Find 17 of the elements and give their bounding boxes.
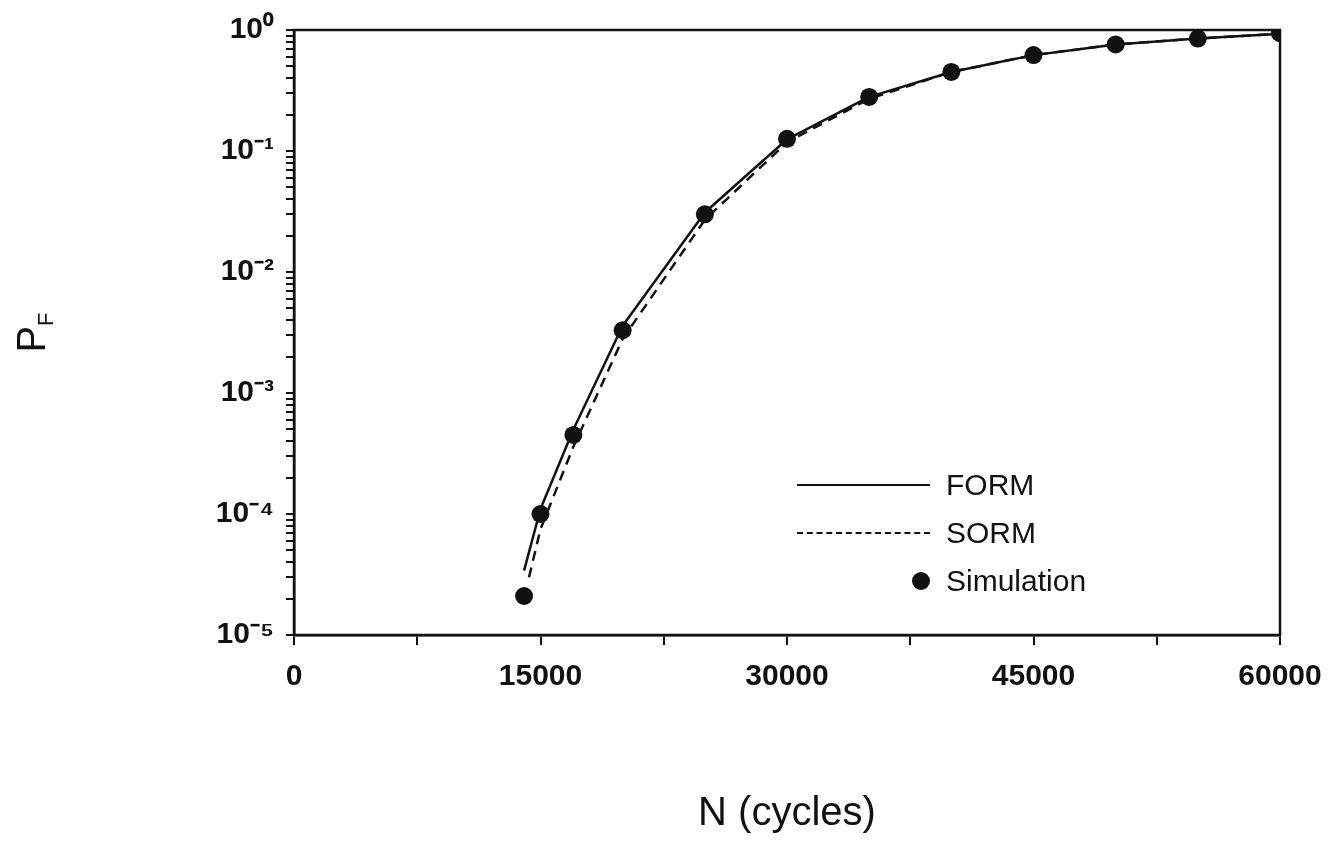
- x-axis-title: N (cycles): [698, 789, 876, 834]
- x-tick-label: 15000: [498, 658, 583, 692]
- y-tick-label: 10⁻²: [220, 253, 275, 287]
- y-axis-title: PF: [9, 312, 58, 353]
- y-tick-label: 10⁻³: [220, 374, 275, 408]
- y-tick-label: 10⁻⁵: [216, 616, 274, 650]
- y-tick-label: 10⁻¹: [220, 132, 275, 166]
- x-tick-label: 60000: [1238, 658, 1322, 692]
- x-tick-label: 30000: [745, 658, 829, 692]
- legend-label: FORM: [946, 468, 1035, 502]
- y-tick-label: 10⁰: [229, 11, 274, 45]
- legend-label: Simulation: [946, 564, 1087, 598]
- point: [515, 587, 534, 606]
- x-tick-label: 45000: [991, 658, 1076, 692]
- y-tick-label: 10⁻⁴: [215, 495, 274, 529]
- legend-label: SORM: [946, 516, 1036, 550]
- x-tick-label: 0: [285, 658, 303, 692]
